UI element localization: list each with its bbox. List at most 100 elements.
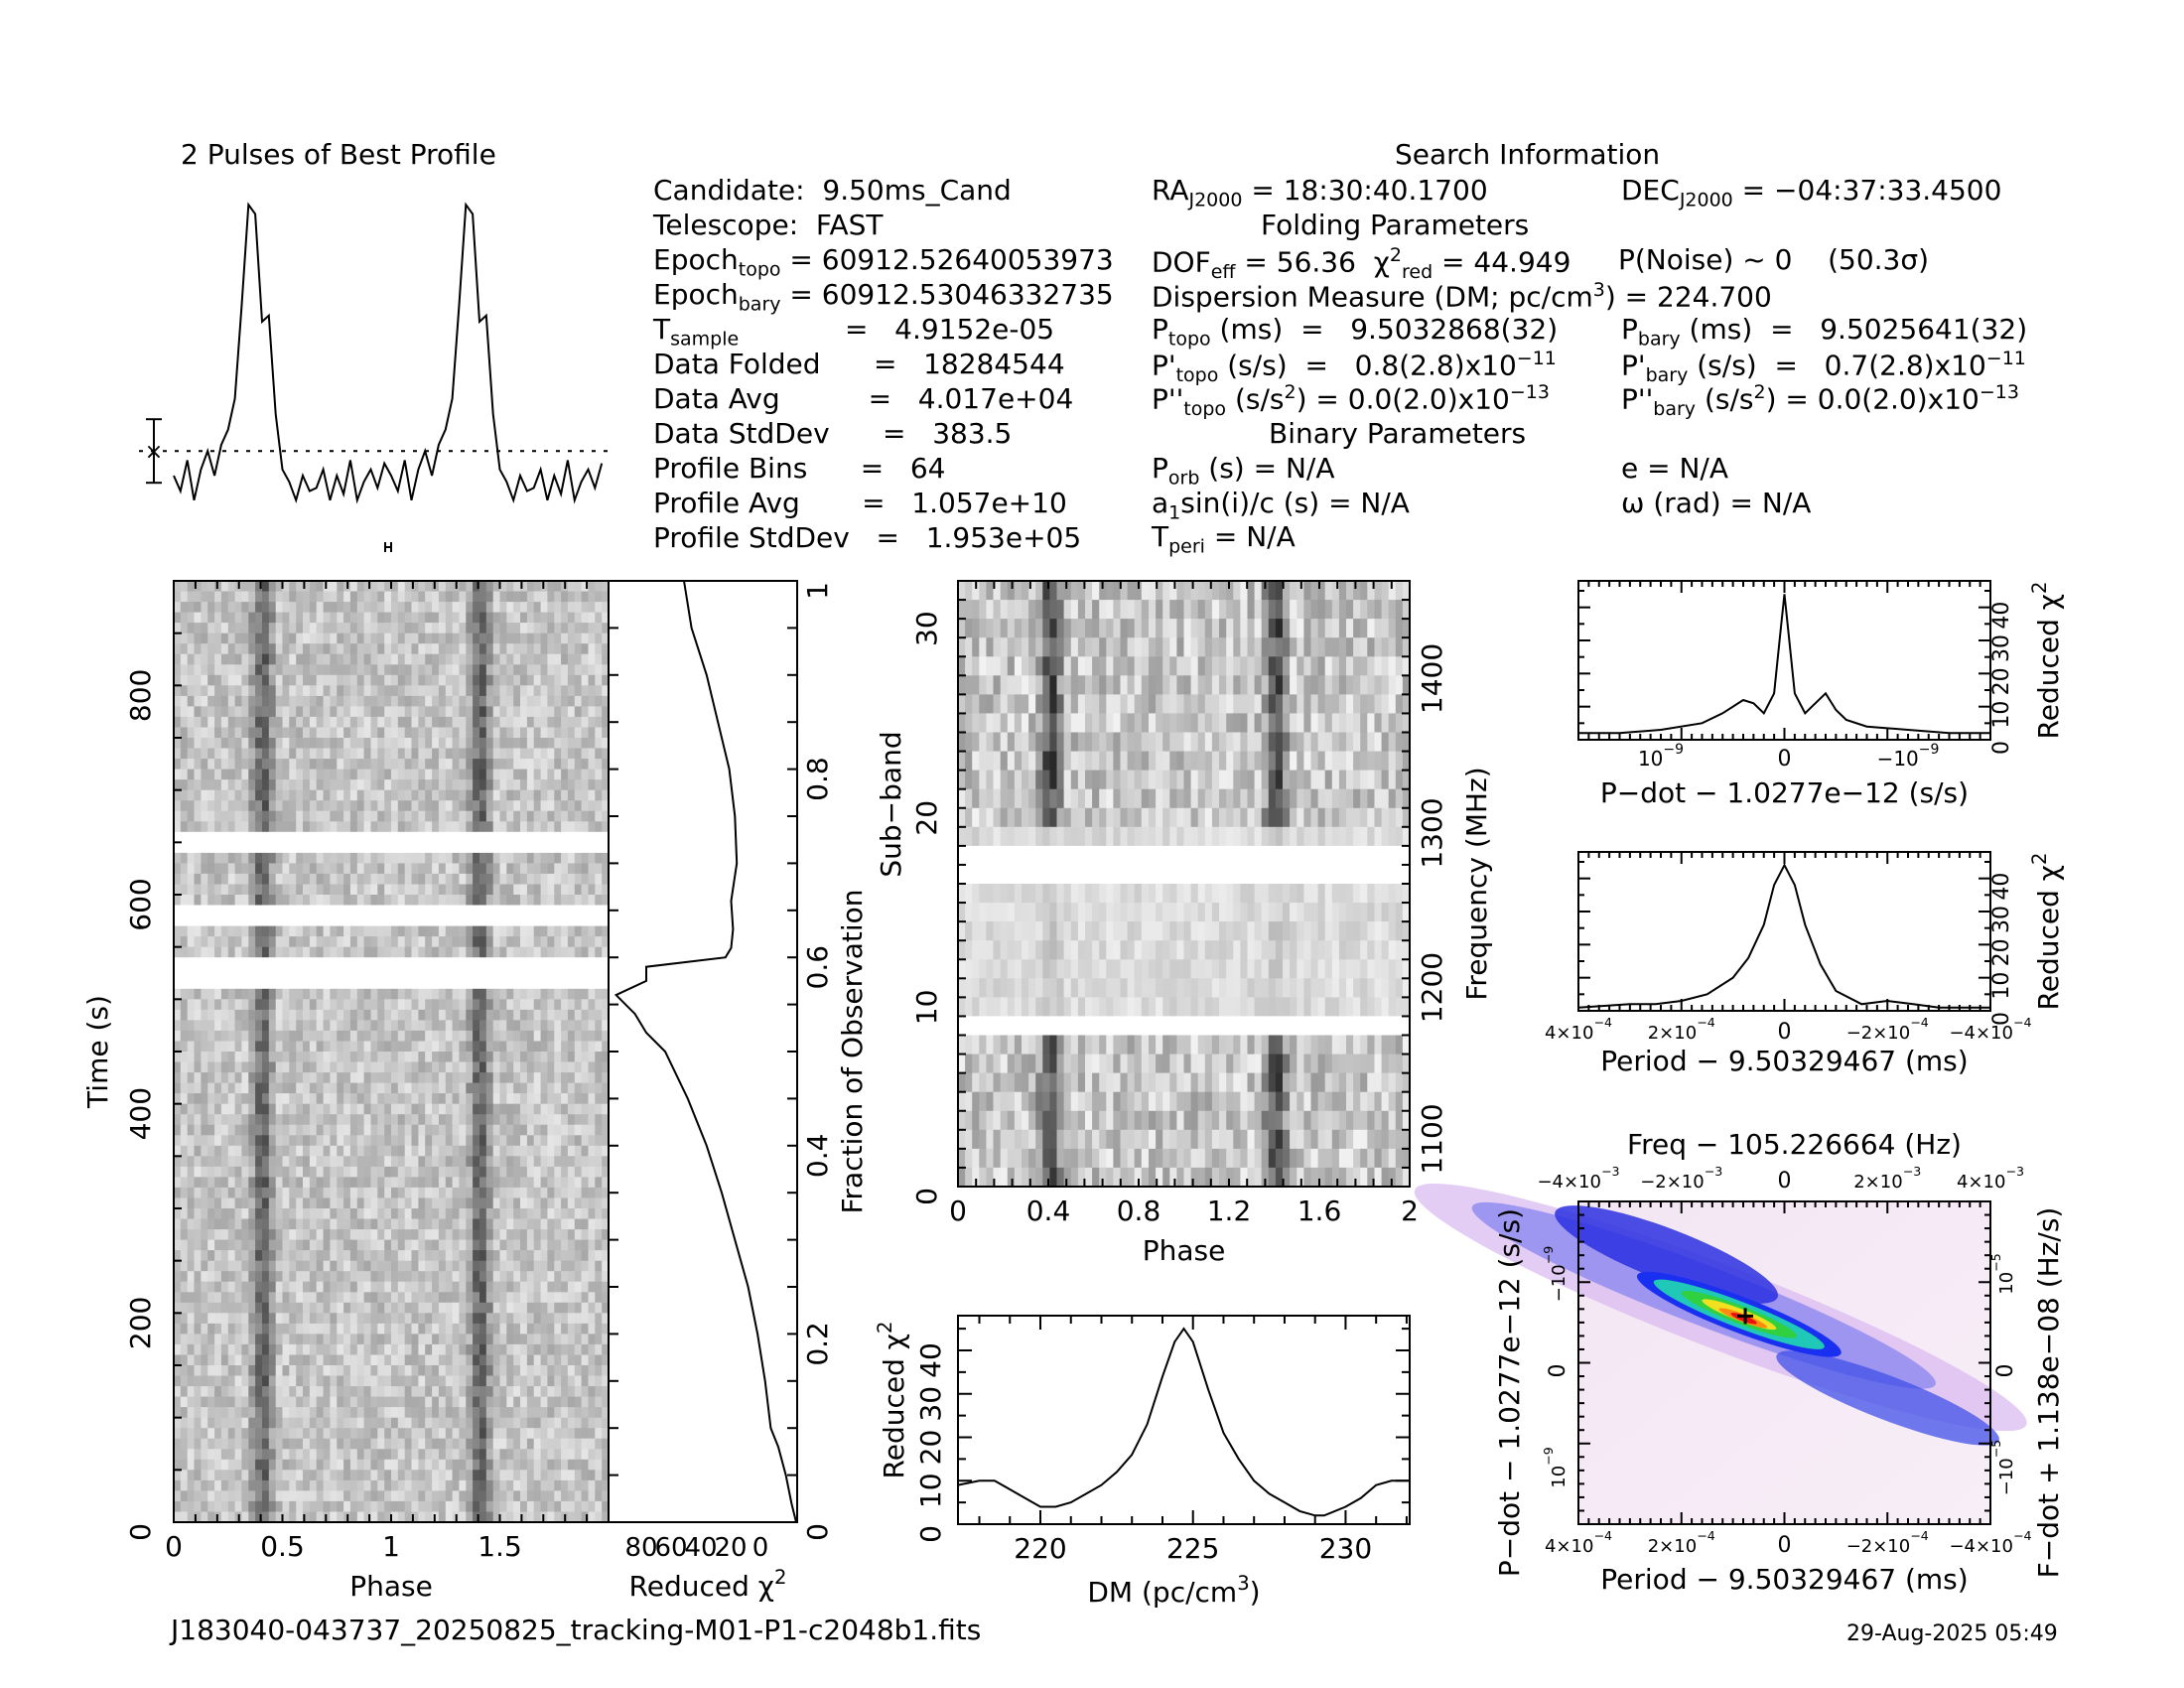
time-phase-cell [418,602,426,614]
time-phase-cell [479,895,487,907]
time-phase-cell [588,852,596,864]
time-phase-cell [567,1114,576,1126]
time-phase-cell [397,716,406,728]
time-phase-cell [227,810,236,822]
time-phase-cell [418,936,426,948]
time-phase-cell [425,748,433,760]
time-phase-cell [479,1177,487,1189]
time-phase-cell [554,1208,562,1220]
time-phase-cell [248,936,256,948]
time-phase-cell [309,623,318,634]
time-phase-cell [499,842,507,854]
time-phase-cell [255,1343,263,1355]
time-phase-cell [220,1135,229,1147]
time-phase-cell [506,1208,514,1220]
time-phase-cell [309,1166,318,1178]
time-phase-cell [526,1124,535,1136]
time-phase-cell [201,884,208,896]
time-phase-cell [323,685,331,697]
time-phase-cell [180,581,189,593]
time-phase-cell [473,1375,480,1387]
time-phase-cell [425,957,433,969]
time-phase-cell [370,612,378,624]
time-phase-cell [330,1302,338,1314]
time-phase-cell [207,1041,215,1053]
time-phase-cell [201,1239,208,1251]
time-phase-cell [330,664,338,676]
time-phase-cell [520,789,528,801]
time-phase-cell [356,831,365,843]
time-phase-cell [316,706,325,718]
time-phase-cell [397,1030,406,1042]
time-phase-cell [323,1365,331,1377]
time-phase-cell [473,1343,480,1355]
time-phase-cell [370,664,378,676]
time-phase-cell [492,800,501,812]
time-phase-cell [356,759,365,771]
time-phase-cell [316,1093,325,1105]
time-phase-cell [479,759,487,771]
time-phase-cell [309,873,318,885]
time-phase-cell [492,612,501,624]
time-phase-cell [214,946,222,958]
time-phase-cell [492,1229,501,1241]
time-phase-cell [561,1061,569,1073]
time-phase-cell [479,748,487,760]
time-phase-cell [466,748,474,760]
time-phase-cell [432,1061,440,1073]
time-phase-cell [459,1302,467,1314]
time-phase-cell [533,1145,542,1157]
time-phase-cell [574,1354,583,1366]
time-phase-cell [220,1187,229,1198]
time-phase-cell [588,685,596,697]
time-phase-cell [187,664,196,676]
time-phase-cell [404,1197,413,1209]
time-phase-cell [296,1030,304,1042]
time-phase-cell [289,612,297,624]
time-phase-cell [227,1208,236,1220]
time-phase-cell [595,1334,603,1345]
time-phase-cell [404,1365,413,1377]
time-phase-cell [174,1197,182,1209]
time-phase-cell [526,716,535,728]
time-phase-cell [479,1292,487,1304]
time-phase-cell [363,738,371,750]
time-phase-cell [316,1114,325,1126]
time-phase-cell [595,895,603,907]
time-phase-cell [343,591,351,603]
time-phase-cell [275,769,284,780]
time-phase-cell [438,1124,447,1136]
time-phase-cell [602,1365,610,1377]
time-phase-cell [384,936,392,948]
time-phase-cell [547,810,555,822]
time-phase-cell [363,602,371,614]
time-phase-cell [268,1386,277,1398]
time-phase-cell [533,695,542,707]
time-phase-cell [255,1124,263,1136]
time-phase-cell [296,810,304,822]
time-phase-cell [180,1030,189,1042]
time-phase-cell [391,1103,399,1115]
time-phase-cell [581,842,589,854]
time-phase-cell [349,1250,358,1262]
time-phase-cell [363,674,371,686]
time-phase-cell [397,1343,406,1355]
time-phase-cell [595,1208,603,1220]
time-phase-cell [391,1208,399,1220]
time-phase-cell [547,1197,555,1209]
time-phase-cell [227,1260,236,1272]
time-phase-cell [349,1197,358,1209]
time-phase-cell [492,1114,501,1126]
time-phase-cell [445,1187,454,1198]
time-phase-cell [533,831,542,843]
time-phase-cell [561,1072,569,1084]
time-phase-cell [268,1250,277,1262]
time-phase-cell [432,1197,440,1209]
time-phase-cell [602,936,610,948]
time-phase-cell [438,1114,447,1126]
time-phase-cell [275,1082,284,1094]
time-phase-cell [241,1072,249,1084]
time-phase-cell [561,1365,569,1377]
time-phase-cell [567,1177,576,1189]
time-phase-cell [499,1229,507,1241]
